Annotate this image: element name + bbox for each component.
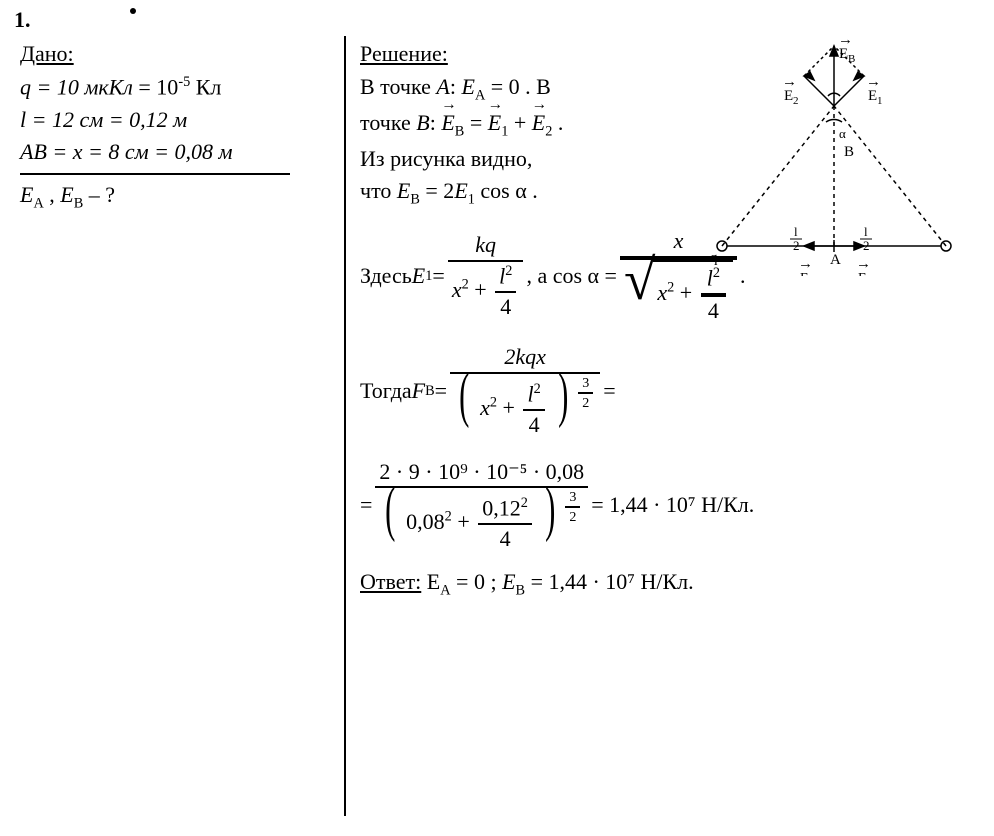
- svg-text:B: B: [844, 144, 854, 160]
- svg-text:l: l: [864, 224, 868, 239]
- svg-text:→: →: [798, 256, 813, 272]
- problem-number: 1.: [14, 6, 31, 35]
- formula-numeric: = 2 · 9 · 10⁹ · 10⁻⁵ · 0,08 ( 0,082 + 0,…: [360, 458, 974, 554]
- svg-text:α: α: [839, 126, 846, 141]
- given-divider: [20, 173, 290, 175]
- given-column: Дано: q = 10 мкКл = 10-5 Кл l = 12 см = …: [20, 36, 330, 816]
- given-line-ab: AB = x = 8 см = 0,08 м: [20, 138, 320, 167]
- svg-text:E: E: [784, 88, 793, 104]
- find-line: EA , EB – ?: [20, 181, 320, 213]
- svg-text:q: q: [710, 250, 718, 266]
- given-line-q: q = 10 мкКл = 10-5 Кл: [20, 73, 320, 102]
- svg-text:F: F: [800, 271, 808, 276]
- vertical-divider: [344, 36, 346, 816]
- vector-diagram: →EB →E1 →E2 α B A q l2 l2 →F →F: [704, 36, 964, 276]
- solution-heading: Решение:: [360, 41, 448, 66]
- svg-text:1: 1: [877, 95, 883, 107]
- svg-text:2: 2: [793, 238, 800, 253]
- svg-text:E: E: [868, 88, 877, 104]
- svg-text:B: B: [848, 53, 855, 65]
- solution-column: →EB →E1 →E2 α B A q l2 l2 →F →F Решение:…: [360, 36, 974, 816]
- solution-line-3: Из рисунка видно,: [360, 145, 760, 174]
- solution-line-4: что EB = 2E1 cos α .: [360, 177, 760, 209]
- formula-fb: Тогда FB = 2kqx ( x2 + l24 ) 32: [360, 343, 974, 439]
- svg-text:2: 2: [793, 95, 799, 107]
- svg-text:→: →: [856, 256, 871, 272]
- svg-text:l: l: [794, 224, 798, 239]
- bullet-dot: [130, 8, 136, 14]
- given-heading: Дано:: [20, 41, 74, 66]
- two-column-layout: Дано: q = 10 мкКл = 10-5 Кл l = 12 см = …: [20, 36, 974, 816]
- solution-line-1: В точке A: EA = 0 . В: [360, 73, 760, 105]
- svg-text:F: F: [858, 271, 866, 276]
- svg-text:2: 2: [863, 238, 870, 253]
- page: 1. Дано: q = 10 мкКл = 10-5 Кл l = 12 см…: [0, 0, 994, 836]
- solution-line-2: точке B: EB = E1 + E2 .: [360, 109, 760, 141]
- svg-text:E: E: [839, 46, 848, 62]
- svg-text:A: A: [830, 252, 841, 268]
- answer-line: Ответ: EA = 0 ; EB = 1,44 · 10⁷ Н/Кл.: [360, 568, 974, 600]
- given-line-l: l = 12 см = 0,12 м: [20, 106, 320, 135]
